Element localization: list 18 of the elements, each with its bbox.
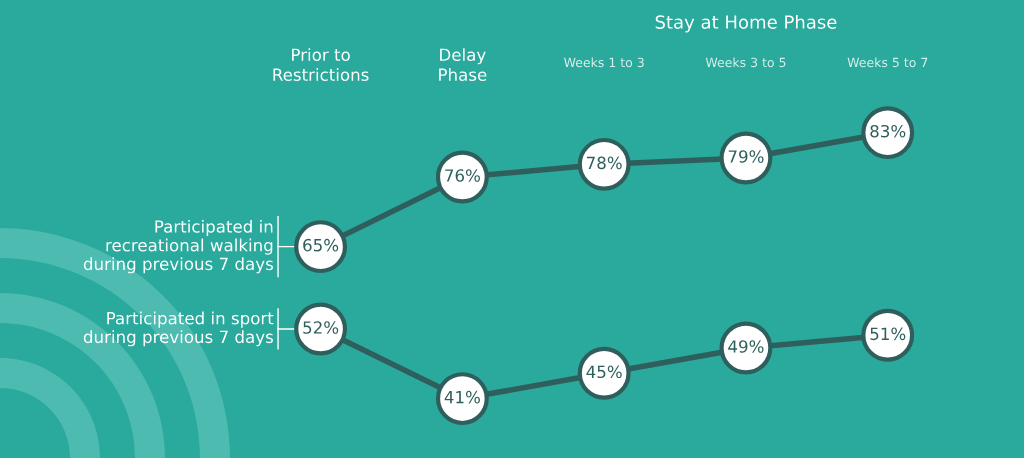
data-label: 52% [303,321,339,334]
data-label: 78% [587,156,622,170]
x-tick-label: Weeks 1 to 3 [564,57,644,68]
text: Participated in sport during previous 7 days [83,311,274,347]
data-label: 49% [728,340,764,353]
x-tick-label: Prior to Restrictions [273,48,369,81]
x-tick-label: Weeks 3 to 5 [705,57,786,68]
data-label: 65% [303,238,339,252]
text: Stay at Home Phase [655,14,837,33]
data-label: 76% [445,169,480,182]
x-tick-label: Weeks 5 to 7 [847,57,928,68]
x-tick-label: Delay Phase [439,48,487,81]
data-label: 45% [586,365,622,379]
data-label: 83% [870,124,906,138]
data-label: 51% [870,327,906,341]
data-label: 41% [444,390,480,404]
text: Participated in recreational walking during previous 7 days [83,219,273,274]
data-label: 79% [728,150,764,163]
